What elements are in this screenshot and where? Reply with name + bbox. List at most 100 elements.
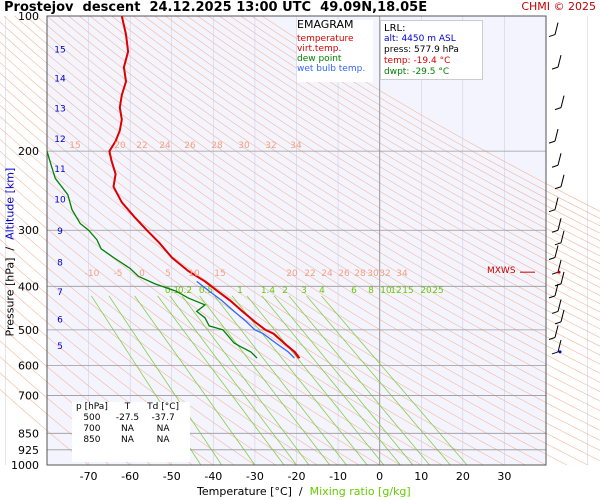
dry-adiabat — [100, 15, 600, 330]
temperature-tick-label: -60 — [121, 470, 139, 483]
altitude-tick-label: 5 — [57, 342, 63, 352]
wind-barb-flag — [554, 321, 562, 325]
pressure-tick-label: 200 — [18, 145, 39, 158]
mixing-ratio-line — [273, 295, 414, 466]
wind-barb-flag — [548, 295, 556, 299]
pressure-tick-label: 300 — [18, 224, 39, 237]
wind-barb — [560, 309, 565, 322]
temperature-tick-label: -70 — [80, 470, 98, 483]
wind-barb — [554, 129, 559, 142]
table-row: 700 NA NA — [72, 424, 183, 435]
wind-barb — [557, 55, 562, 68]
wind-barb-flag — [554, 186, 562, 190]
theta-label: 5 — [165, 269, 171, 279]
mixing-ratio-line — [199, 295, 331, 466]
table-cell: NA — [156, 424, 170, 434]
dry-adiabat — [251, 15, 600, 219]
altitude-tick-label: 7 — [57, 288, 63, 298]
table-cell: 700 — [83, 424, 101, 434]
wind-barb — [560, 174, 565, 187]
mxws-label: MXWS — [487, 266, 516, 276]
dry-adiabat — [0, 31, 600, 431]
wind-barb — [557, 260, 562, 273]
dry-adiabat — [36, 15, 600, 383]
wind-barb-flag — [551, 229, 559, 233]
altitude-tick-label: 6 — [57, 316, 63, 326]
y-axis-label: Pressure [hPa] / Altitude [km] — [3, 168, 17, 337]
mixing-ratio-line — [261, 295, 401, 466]
dry-adiabat — [229, 15, 600, 234]
temperature-tick-label: -50 — [163, 470, 181, 483]
pressure-tick-label: 600 — [18, 359, 39, 372]
lrl-title: LRL: — [384, 23, 406, 34]
altitude-tick-label: 10 — [54, 196, 66, 206]
dry-adiabat — [0, 41, 600, 441]
mixing-ratio-line — [108, 295, 222, 466]
temperature-tick-label: 10 — [414, 470, 428, 483]
wind-barb-flag — [551, 66, 559, 70]
dry-adiabat — [25, 15, 600, 393]
theta-label: 26 — [184, 141, 196, 151]
mixing-ratio-label: 2 — [282, 286, 288, 296]
x-axis-label-temperature: Temperature [°C] / — [197, 485, 307, 498]
theta-label: -10 — [85, 269, 100, 279]
mixing-ratio-label: 15 — [402, 286, 413, 296]
wind-barb — [557, 299, 562, 312]
table-cell: 500 — [83, 413, 101, 423]
dry-adiabat — [46, 15, 600, 374]
dry-adiabat — [165, 15, 600, 280]
dry-adiabat — [219, 15, 600, 242]
altitude-tick-label: 13 — [54, 105, 65, 115]
temperature-tick-label: 30 — [497, 470, 511, 483]
mixing-ratio-label: 0.1 — [165, 286, 179, 296]
wind-barbs — [520, 22, 565, 355]
dry-adiabat — [197, 15, 600, 257]
dry-adiabat — [79, 15, 600, 347]
wind-barb-flag — [548, 140, 556, 144]
wind-barb — [557, 339, 562, 353]
dry-adiabat — [89, 15, 600, 338]
theta-label: 28 — [354, 269, 366, 279]
theta-label: 22 — [304, 269, 315, 279]
wind-barb-flag — [551, 310, 559, 314]
pressure-tick-label: 500 — [18, 324, 39, 337]
dry-adiabat — [143, 15, 600, 296]
mixing-ratio-line — [231, 295, 368, 466]
altitude-tick-label: 14 — [54, 74, 66, 84]
theta-label: 32 — [379, 269, 390, 279]
isobars — [47, 150, 546, 451]
theta-label: 15 — [214, 269, 225, 279]
theta-label: 20 — [286, 269, 298, 279]
dry-adiabat — [186, 15, 600, 265]
legend-item-temperature: temperature — [297, 34, 354, 44]
legend-title: EMAGRAM — [297, 18, 354, 31]
legend-item-wet-bulb: wet bulb temp. — [297, 64, 366, 74]
wind-barb — [560, 230, 565, 243]
y-axis-label-pressure: Pressure [hPa] / — [3, 239, 17, 337]
temperature-tick-label: -40 — [204, 470, 222, 483]
dry-adiabat — [3, 15, 600, 412]
wind-surface-dot — [558, 350, 562, 354]
altitude-tick-label: 12 — [54, 135, 65, 145]
dry-adiabat — [175, 15, 600, 272]
dry-adiabat — [57, 15, 600, 365]
dry-adiabat — [240, 15, 600, 227]
mixing-ratio-label: 25 — [432, 286, 443, 296]
dry-adiabat — [111, 15, 600, 321]
temperature-tick-label: -10 — [329, 470, 347, 483]
table-header-td: Td [°C] — [147, 402, 180, 412]
legend-item-virt-temp: virt.temp. — [297, 44, 342, 54]
altitude-tick-label: 15 — [54, 45, 65, 55]
series-line-wet-bulb-temp- — [196, 280, 295, 359]
dry-adiabat — [0, 51, 600, 451]
lrl-box: LRL: alt: 4450 m ASL press: 577.9 hPa te… — [380, 20, 483, 80]
dry-adiabat — [262, 15, 600, 212]
x-axis-label: Temperature [°C] / Mixing ratio [g/kg] — [197, 485, 411, 498]
theta-label: 34 — [290, 141, 302, 151]
table-row: 500 -27.5 -37.7 — [72, 413, 183, 424]
mxws-marker-dot — [557, 270, 561, 274]
table-cell: 850 — [83, 435, 101, 445]
mixing-ratio-line — [306, 295, 451, 466]
dry-adiabat — [68, 15, 600, 356]
wind-barb — [554, 245, 559, 258]
